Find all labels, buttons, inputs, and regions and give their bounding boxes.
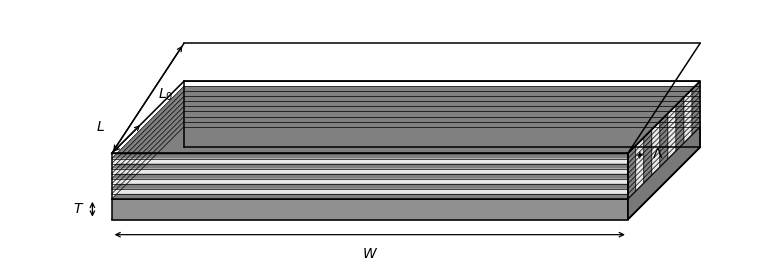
Polygon shape [112, 101, 700, 174]
Polygon shape [112, 147, 700, 220]
Text: L: L [97, 119, 104, 134]
Polygon shape [112, 96, 700, 169]
Polygon shape [112, 86, 700, 159]
Polygon shape [112, 106, 700, 179]
Polygon shape [112, 112, 700, 184]
Polygon shape [644, 129, 652, 183]
Polygon shape [668, 105, 676, 159]
Text: W: W [363, 247, 377, 261]
Text: $\Lambda$: $\Lambda$ [652, 148, 663, 161]
Text: L$_0$: L$_0$ [158, 87, 173, 103]
Polygon shape [628, 127, 700, 220]
Polygon shape [112, 199, 628, 220]
Polygon shape [692, 81, 700, 135]
Polygon shape [112, 91, 700, 163]
Polygon shape [112, 127, 700, 199]
Polygon shape [660, 113, 668, 167]
Polygon shape [684, 89, 692, 143]
Polygon shape [628, 145, 636, 199]
Polygon shape [112, 122, 700, 194]
Polygon shape [636, 137, 644, 191]
Polygon shape [652, 121, 660, 175]
Polygon shape [676, 97, 684, 151]
Polygon shape [112, 117, 700, 189]
Text: T: T [74, 202, 82, 216]
